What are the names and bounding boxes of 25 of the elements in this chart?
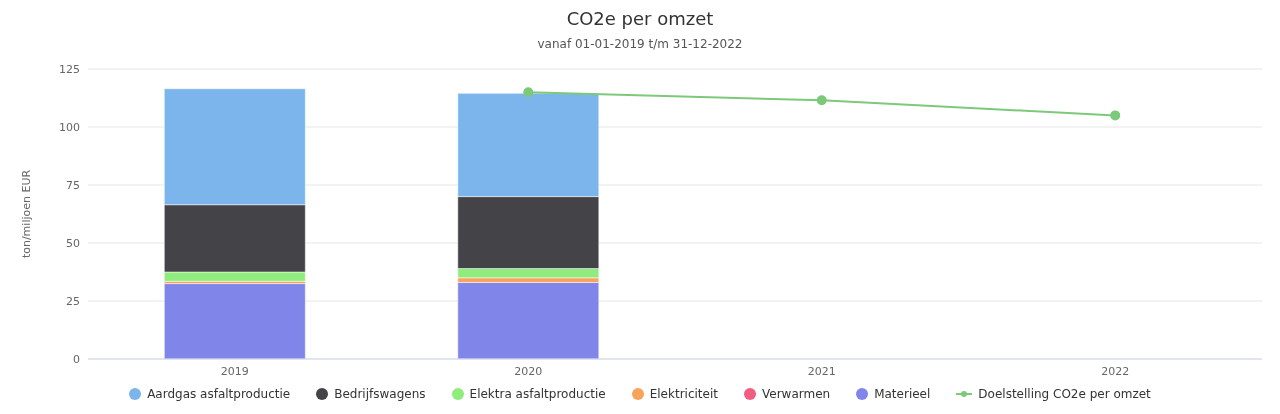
point xyxy=(1110,110,1121,121)
x-tick-label: 2022 xyxy=(1101,364,1130,378)
legend-label: Bedrijfswagens xyxy=(334,387,426,401)
legend-label: Doelstelling CO2e per omzet xyxy=(978,387,1151,401)
y-tick-label: 50 xyxy=(66,236,80,250)
bar xyxy=(457,282,600,359)
chart-title: CO2e per omzet xyxy=(565,8,715,29)
legend-label: Verwarmen xyxy=(761,387,831,401)
legend-label: Materieel xyxy=(874,387,931,401)
y-tick-label: 125 xyxy=(59,62,80,76)
chart-subtitle: vanaf 01-01-2019 t/m 31-12-2022 xyxy=(536,37,744,51)
x-tick-label: 2020 xyxy=(514,364,543,378)
legend-label: Elektriciteit xyxy=(649,387,718,401)
point xyxy=(816,95,827,106)
x-tick-label: 2019 xyxy=(220,364,249,378)
legend-label: Aardgas asfaltproductie xyxy=(147,387,291,401)
legend-label: Elektra asfaltproductie xyxy=(469,387,606,401)
y-tick-label: 25 xyxy=(66,294,80,308)
y-tick-label: 0 xyxy=(73,352,80,366)
y-tick-label: 75 xyxy=(66,178,80,192)
y-axis-title: ton/miljoen EUR xyxy=(19,169,33,259)
y-tick-label: 100 xyxy=(59,120,80,134)
bar xyxy=(164,283,306,359)
point xyxy=(523,87,534,98)
x-tick-label: 2021 xyxy=(807,364,836,378)
